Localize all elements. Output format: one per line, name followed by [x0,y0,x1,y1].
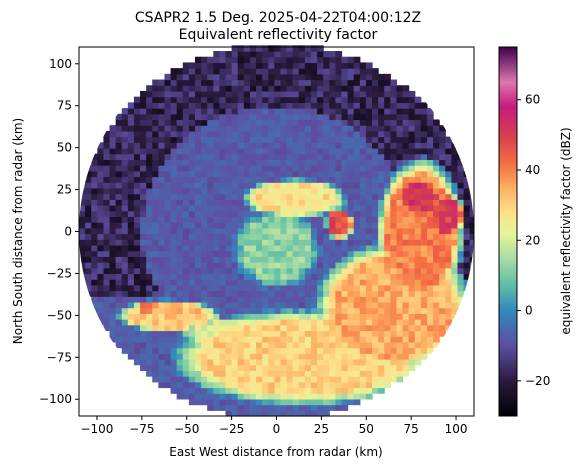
y-tick-label: 50 [57,141,72,155]
colorbar-tick-label: −20 [525,374,550,388]
x-tick-label: 100 [445,422,468,436]
x-axis: −100 −75 −50 −25 0 25 50 75 100 [80,416,467,436]
colorbar-label: equivalent reflectivity factor (dBZ) [559,127,573,334]
x-tick-label: 50 [359,422,374,436]
colorbar-tick-label: 20 [525,233,540,247]
colorbar-tick-label: 60 [525,93,540,107]
colorbar-gradient [498,46,518,417]
colorbar-tick-label: 40 [525,163,540,177]
chart-subtitle: Equivalent reflectivity factor [179,27,378,43]
radar-reflectivity-image [79,45,474,417]
y-tick-label: 100 [49,57,72,71]
colorbar-tick-label: 0 [525,304,533,318]
x-axis-label: East West distance from radar (km) [169,445,382,459]
y-tick-label: −25 [47,266,72,280]
colorbar-ticks: −20 0 20 40 60 [517,93,550,388]
y-tick-label: 75 [57,99,72,113]
y-tick-label: 0 [64,225,72,239]
x-tick-label: −100 [80,422,113,436]
x-tick-label: −75 [129,422,154,436]
x-tick-label: −25 [219,422,244,436]
x-tick-label: 25 [314,422,329,436]
y-axis-label: North South distance from radar (km) [11,118,25,344]
x-tick-label: −50 [174,422,199,436]
x-tick-label: 75 [404,422,419,436]
x-tick-label: 0 [273,422,281,436]
y-tick-label: −100 [39,392,72,406]
chart-title: CSAPR2 1.5 Deg. 2025-04-22T04:00:12Z [135,10,421,26]
radar-plot-area [78,45,475,417]
colorbar: −20 0 20 40 60 equivalent reflectivity facto… [498,46,573,417]
y-tick-label: 25 [57,183,72,197]
y-tick-label: −75 [47,350,72,364]
y-axis: −100 −75 −50 −25 0 25 50 75 100 [39,57,79,406]
y-tick-label: −50 [47,308,72,322]
